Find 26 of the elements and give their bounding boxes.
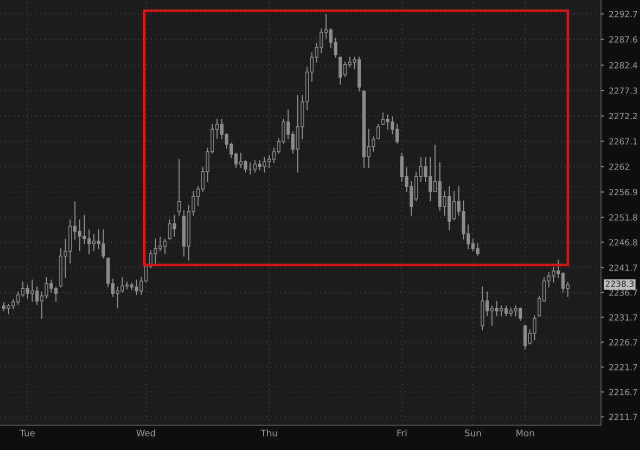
y-tick-label: 2226.7	[609, 339, 638, 346]
y-tick-label: 2251.8	[609, 214, 638, 221]
y-tick-label: 2287.6	[609, 36, 638, 43]
y-tick-label: 2246.8	[609, 239, 638, 246]
y-tick-label: 2256.9	[609, 188, 638, 196]
x-tick-label: Sun	[465, 430, 481, 436]
text: 2238.3	[606, 280, 634, 287]
y-tick-label: 2282.4	[609, 62, 638, 68]
y-tick-label: 2231.7	[609, 314, 638, 321]
candlestick	[177, 159, 181, 216]
y-tick-label: 2221.7	[609, 364, 638, 370]
y-tick-label: 2241.7	[609, 264, 638, 271]
y-tick-label: 2262	[609, 164, 629, 170]
y-tick-label: 2277.3	[609, 88, 638, 94]
x-tick-label: Fri	[397, 429, 406, 436]
y-tick-label: 2292.7	[609, 10, 638, 18]
y-tick-label: 2236.7	[609, 289, 638, 296]
x-tick-label: Tue	[20, 430, 35, 436]
y-tick-label: 2216.7	[609, 388, 638, 396]
x-tick-label: Wed	[136, 429, 155, 436]
y-tick-label: 2211.7	[609, 414, 638, 420]
y-tick-label: 2267.1	[609, 138, 637, 145]
x-tick-label: Thu	[260, 429, 277, 436]
candlestick	[376, 124, 380, 140]
x-tick-label: Mon	[516, 430, 534, 436]
y-tick-label: 2272.2	[609, 112, 637, 120]
